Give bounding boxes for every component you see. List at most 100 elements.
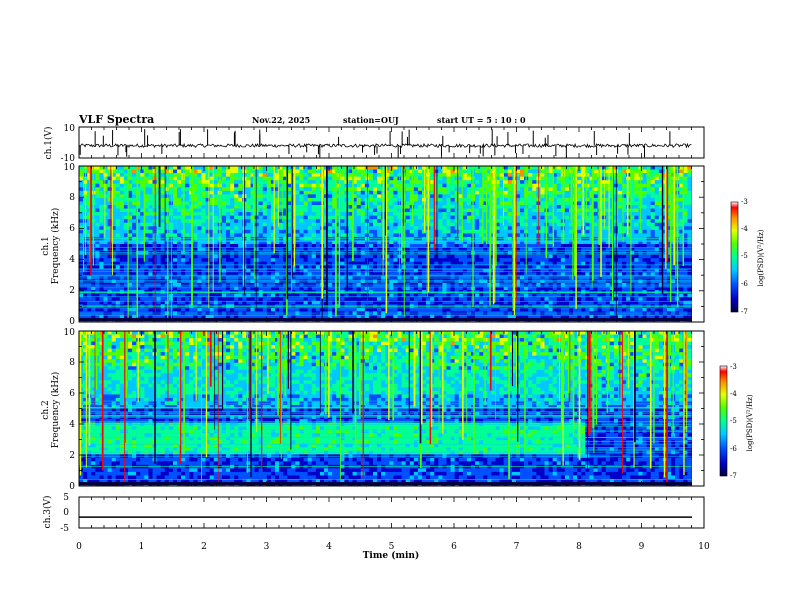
spectrogram-cell [405,226,411,231]
spectrogram-cell [148,197,153,202]
spectrogram-cell [332,183,337,188]
spectrogram-cell [140,236,145,241]
spectrogram-cell [397,293,402,298]
spectrogram-cell [201,208,206,213]
spectrogram-cell [499,180,504,185]
spectrogram-cell [144,201,149,206]
spectrogram-cell [115,169,121,174]
spectrogram-cell [458,219,464,224]
spectrogram-cell [234,197,239,202]
spectrogram-cell [475,229,480,234]
ch1-waveform-panel: 10 -10 ch.1(V) [43,124,705,164]
spectrogram-cell [266,297,272,302]
spectrogram-cell [270,279,276,284]
spectrogram-cell [230,247,235,252]
spectrogram-cell [307,180,313,185]
spectrogram-cell [279,201,284,206]
spectrogram-cell [230,268,235,273]
spectrogram-cell [209,286,215,291]
spectrogram-cell [450,169,455,174]
spectrogram-cell [107,254,112,259]
spectrogram-cell [303,236,308,241]
spectrogram-cell [393,251,398,255]
spectrogram-cell [466,240,472,245]
spectrogram-cell [466,272,472,277]
spectrogram-cell [115,190,121,195]
spectrogram-cell [152,300,157,305]
spectrogram-cell [405,205,411,209]
spectrogram-cell [479,215,484,220]
spectrogram-cell [258,307,264,312]
spectrogram-cell [140,222,145,227]
spectrogram-cell [328,272,333,277]
spectrogram-cell [356,194,362,199]
spectrogram-cell [344,300,349,305]
spectrogram-cell [499,244,504,248]
spectrogram-cell [213,244,219,248]
spectrogram-cell [209,240,215,245]
spectrogram-cell [87,229,92,234]
spectrogram-cell [254,307,259,312]
spectrogram-cell [348,251,353,255]
spectrogram-cell [111,268,117,273]
spectrogram-cell [148,261,153,266]
spectrogram-cell [254,197,259,202]
spectrogram-cell [144,251,149,255]
spectrogram-cell [417,297,423,302]
spectrogram-cell [128,183,133,188]
spectrogram-cell [520,307,525,312]
spectrogram-cell [515,205,521,209]
spectrogram-cell [221,176,227,181]
spectrogram-cell [438,300,443,305]
spectrogram-cell [140,240,145,245]
spectrogram-cell [283,247,288,252]
spectrogram-cell [397,187,402,192]
spectrogram-cell [148,240,153,245]
spectrogram-cell [528,205,533,209]
spectrogram-cell [181,297,186,302]
spectrogram-cell [140,233,145,238]
spectrogram-cell [520,215,525,220]
spectrogram-cell [209,212,215,216]
spectrogram-cell [287,222,292,227]
spectrogram-cell [201,244,206,248]
spectrogram-cell [528,183,533,188]
spectrogram-cell [430,297,435,302]
spectrogram-cell [409,300,415,305]
spectrogram-cell [462,169,468,174]
spectrogram-cell [475,183,480,188]
spectrogram-cell [417,265,423,270]
spectrogram-cell [409,226,415,231]
spectrogram-cell [83,219,88,224]
spectrogram-cell [311,247,317,252]
spectrogram-cell [417,201,423,206]
spectrogram-cell [311,201,317,206]
spectrogram-cell [275,208,280,213]
spectrogram-cell [185,265,190,270]
spectrogram-cell [172,212,178,216]
spectrogram-cell [152,265,157,270]
spectrogram-cell [152,268,157,273]
spectrogram-cell [123,261,129,266]
spectrogram-cell [79,307,84,312]
spectrogram-cell [528,297,533,302]
spectrogram-cell [258,169,264,174]
spectrogram-cell [368,176,374,181]
spectrogram-cell [132,286,137,291]
spectrogram-cell [430,293,435,298]
spectrogram-cell [177,201,182,206]
spectrogram-cell [205,265,210,270]
spectrogram-cell [528,293,533,298]
spectrogram-cell [144,233,149,238]
spectrogram-cell [315,254,321,259]
spectrogram-cell [532,222,537,227]
spectrogram-cell [385,212,390,216]
spectrogram-cell [475,272,480,277]
spectrogram-cell [385,219,390,224]
spectrogram-cell [466,244,472,248]
spectrogram-cell [164,286,170,291]
spectrogram-cell [152,173,157,177]
spectrogram-cell [295,265,300,270]
spectrogram-cell [426,307,431,312]
spectrogram-cell [487,314,492,319]
